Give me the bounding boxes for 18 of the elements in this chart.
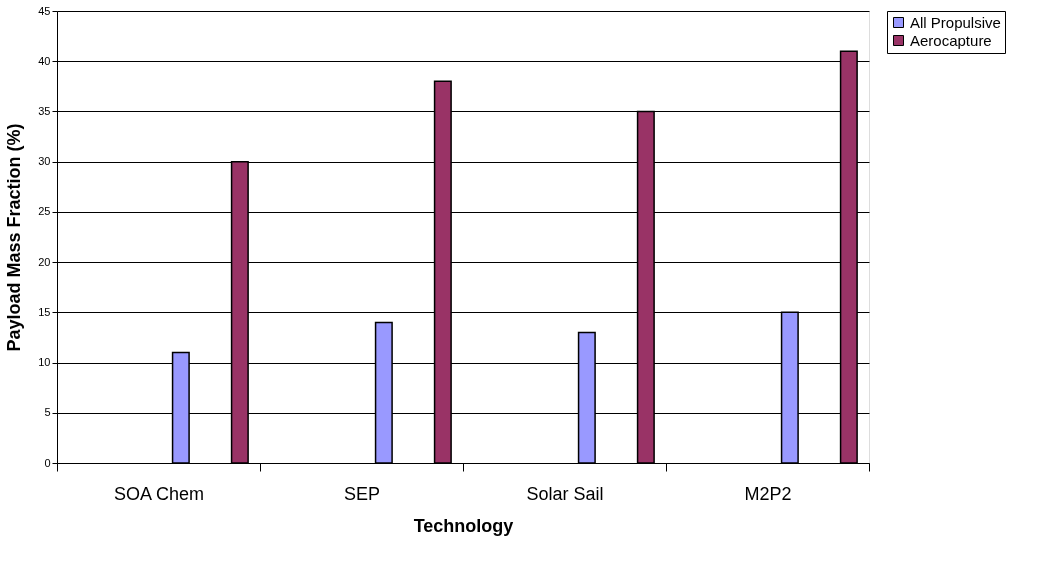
x-tick-label: SOA Chem [113,483,205,504]
x-tick-label: SEP [343,483,381,504]
x-tick-label: M2P2 [744,483,792,504]
y-tick-label: 0 [44,456,51,469]
y-axis-title: Payload Mass Fraction (%) [4,123,25,352]
y-tick-label: 35 [38,104,51,117]
y-tick-label: 30 [38,155,51,168]
legend-label: Aerocapture [910,31,992,49]
y-tick-label: 45 [38,4,51,17]
x-tick-label: Solar Sail [526,483,604,504]
x-axis-title: Technology [413,515,514,536]
y-tick-label: 20 [38,255,51,268]
y-tick-label: 15 [38,305,51,318]
y-tick-label: 5 [44,406,51,419]
y-tick-label: 10 [38,356,51,369]
y-tick-label: 25 [38,205,51,218]
legend-label: All Propulsive [910,13,1001,31]
y-tick-label: 40 [38,54,51,67]
